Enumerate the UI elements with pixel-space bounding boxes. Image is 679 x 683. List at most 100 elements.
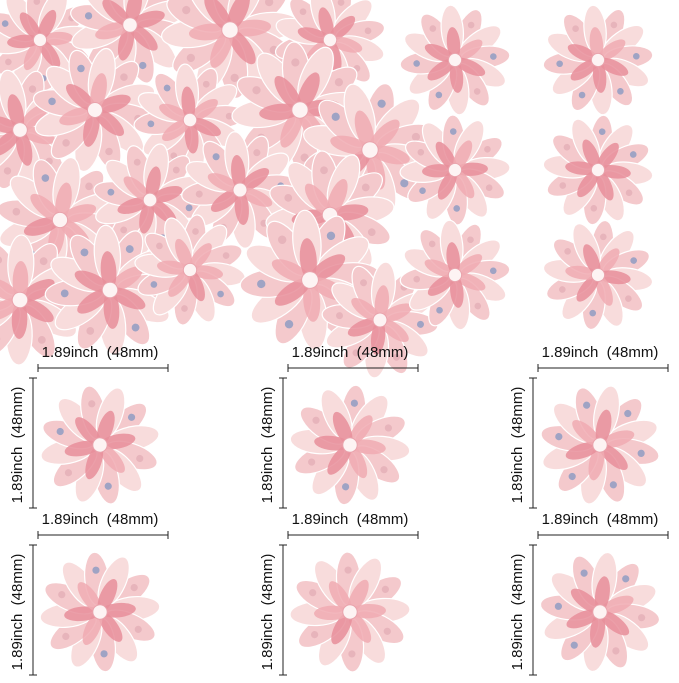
snowflake-dot — [58, 591, 66, 599]
snowflake-petal — [331, 611, 353, 645]
height-label: 1.89inch (48mm) — [509, 554, 526, 671]
snowflake-petal — [123, 176, 151, 202]
snowflake-petal — [348, 415, 373, 446]
snowflake-petal — [94, 108, 125, 137]
snowflake-dot — [400, 179, 409, 188]
snowflake — [289, 384, 411, 506]
snowflake-petal — [274, 75, 302, 111]
snowflake-dot — [181, 305, 188, 312]
snowflake-petal — [454, 39, 483, 62]
snowflake-dot — [80, 248, 89, 257]
snowflake-petal — [102, 0, 131, 27]
snowflake-dot — [609, 481, 617, 489]
snowflake-petal — [565, 441, 601, 460]
snowflake-dot — [77, 64, 85, 73]
snowflake-dot — [217, 290, 224, 298]
snowflake-center — [101, 281, 119, 299]
snowflake-petal — [7, 94, 25, 131]
snowflake-dot — [127, 413, 136, 421]
width-label: 1.89inch (48mm) — [292, 511, 409, 528]
snowflake-dot — [360, 279, 368, 287]
snowflake-dot — [485, 184, 493, 192]
snowflake-center — [447, 52, 463, 68]
snowflake — [542, 4, 654, 116]
snowflake-dot — [147, 120, 155, 128]
snowflake-petal — [309, 254, 346, 282]
snowflake — [399, 114, 511, 226]
snowflake-petal — [422, 164, 456, 178]
snowflake-dot — [107, 188, 115, 196]
snowflake-center — [322, 32, 338, 48]
snowflake — [44, 224, 176, 356]
snowflake-dot — [257, 279, 266, 289]
snowflake-dot — [580, 569, 588, 577]
snowflake-dot — [638, 614, 646, 622]
snowflake-petal — [77, 582, 102, 613]
snowflake-dot — [367, 228, 376, 237]
snowflake-petal — [19, 279, 55, 303]
snowflake-dot — [299, 8, 307, 16]
snowflake-center — [342, 437, 358, 453]
snowflake-petal — [162, 118, 191, 142]
snowflake-petal — [59, 204, 97, 224]
snowflake-petal — [595, 409, 612, 446]
snowflake-dot — [436, 306, 443, 314]
snowflake-petal — [329, 15, 356, 41]
snowflake-dot — [265, 0, 274, 7]
snowflake-petal — [37, 9, 57, 41]
snowflake-petal — [168, 269, 192, 297]
snowflake-petal — [65, 83, 96, 112]
snowflake-center — [221, 21, 239, 39]
snowflake-dot — [467, 236, 474, 244]
snowflake-dot — [417, 148, 425, 156]
snowflake-petal — [15, 129, 33, 166]
snowflake-center — [342, 604, 358, 620]
snowflake-dot — [85, 182, 93, 191]
snowflake-dot — [225, 112, 233, 120]
snowflake-petal — [55, 182, 72, 221]
snowflake-dot — [100, 650, 108, 658]
snowflake-dot — [568, 472, 576, 481]
snowflake-dot — [320, 166, 328, 175]
snowflake-petal — [149, 186, 183, 203]
snowflake-petal — [582, 139, 601, 171]
snowflake-dot — [392, 353, 400, 361]
snowflake — [399, 4, 511, 116]
snowflake-petal — [95, 21, 131, 40]
snowflake-dot — [449, 128, 457, 135]
snowflake-dot — [629, 151, 637, 158]
snowflake-dot — [186, 53, 195, 63]
snowflake-dot — [570, 641, 578, 649]
snowflake-petal — [566, 609, 601, 629]
snowflake-petal — [271, 259, 311, 283]
snowflake-dot — [590, 204, 598, 212]
snowflake-dot — [212, 153, 220, 161]
snowflake-petal — [77, 288, 111, 314]
snowflake-petal — [259, 103, 301, 121]
snowflake-dot — [120, 226, 128, 234]
snowflake-center — [142, 192, 158, 208]
snowflake-petal — [424, 43, 456, 63]
height-label: 1.89inch (48mm) — [509, 387, 526, 504]
snowflake-dot — [12, 207, 21, 216]
snowflake-dot — [156, 242, 163, 250]
snowflake-dot — [489, 267, 497, 275]
snowflake-petal — [454, 57, 486, 77]
snowflake-petal — [446, 242, 460, 276]
snowflake-dot — [172, 166, 180, 174]
snowflake-petal — [82, 611, 103, 646]
snowflake — [39, 551, 161, 673]
snowflake-petal — [234, 189, 249, 225]
snowflake-petal — [368, 119, 400, 152]
height-label: 1.89inch (48mm) — [259, 554, 276, 671]
snowflake-petal — [189, 98, 218, 122]
snowflake-dot — [308, 458, 316, 466]
snowflake-petal — [449, 59, 464, 93]
snowflake-dot — [599, 233, 607, 241]
snowflake-petal — [231, 155, 246, 191]
snowflake-petal — [23, 216, 61, 236]
snowflake-petal — [64, 440, 101, 457]
snowflake-dot — [202, 80, 210, 88]
snowflake-dot — [419, 187, 426, 195]
